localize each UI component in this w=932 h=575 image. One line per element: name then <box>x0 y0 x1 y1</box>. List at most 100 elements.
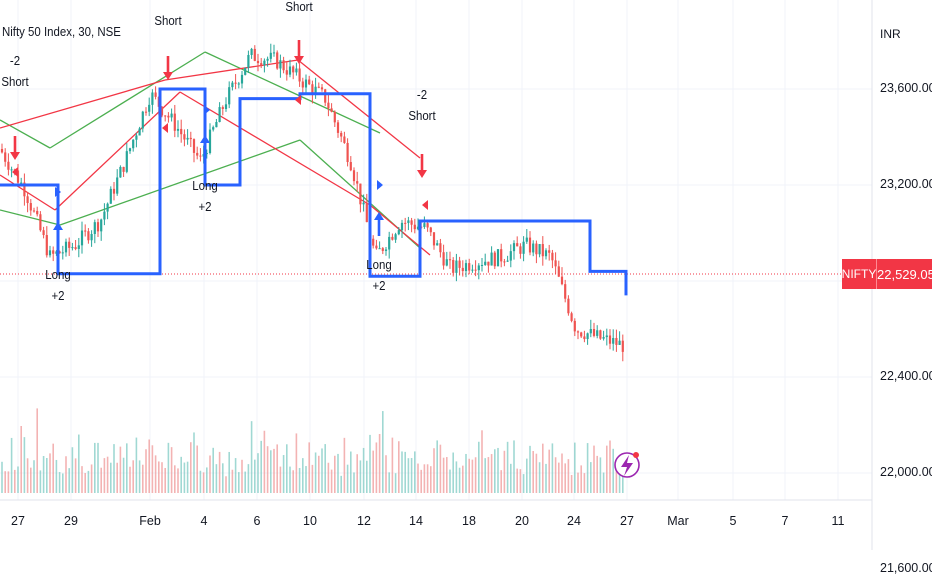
signal-label-short: -2 Short <box>408 84 435 126</box>
candle-body <box>621 340 624 352</box>
candle-body <box>189 137 192 140</box>
volume-bar <box>113 444 115 493</box>
stop-line <box>0 87 628 296</box>
x-tick-label: Mar <box>667 514 689 528</box>
volume-bar <box>583 473 586 493</box>
candle-body <box>132 139 135 149</box>
volume-bar <box>270 450 272 493</box>
volume-bar <box>471 459 474 493</box>
candle-body <box>320 87 324 90</box>
volume-bar <box>314 452 317 493</box>
candle-body <box>487 261 490 266</box>
candle-body <box>416 226 420 230</box>
short-arrow-head <box>294 56 304 64</box>
volume-bar <box>423 464 426 493</box>
candle-body <box>80 230 84 246</box>
volume-bar <box>519 469 522 493</box>
long-arrow-head <box>374 212 384 220</box>
candle-body <box>314 86 317 95</box>
candle-body <box>548 250 551 253</box>
candle-body <box>564 284 567 299</box>
volume-bar <box>142 464 144 493</box>
volume-bar <box>116 462 118 493</box>
candle-body <box>432 232 436 246</box>
volume-bar <box>302 458 304 493</box>
candle-body <box>544 250 548 257</box>
candle-body <box>253 48 256 61</box>
candle-body <box>263 60 266 66</box>
candle-body <box>298 68 301 82</box>
candle-body <box>231 82 234 88</box>
volume-bar <box>590 462 592 493</box>
candle-body <box>512 243 516 252</box>
candle-body <box>596 330 599 336</box>
candle-body <box>282 60 285 71</box>
candle-body <box>560 276 564 285</box>
candle-body <box>100 219 103 232</box>
volume-bar <box>439 444 442 493</box>
volume-bar <box>394 473 397 493</box>
volume-bar <box>545 463 547 493</box>
candle-body <box>23 182 26 197</box>
volume-bar <box>241 459 243 493</box>
volume-bar <box>238 472 240 493</box>
candle-body <box>439 243 442 253</box>
candle-body <box>138 128 141 136</box>
volume-bar <box>148 439 150 493</box>
volume-bar <box>62 473 64 493</box>
volume-bar <box>369 434 371 493</box>
long-arrow-head <box>53 222 63 230</box>
candle-body <box>164 115 167 117</box>
candle-body <box>413 224 416 230</box>
candle-body <box>173 113 176 131</box>
candle-body <box>404 222 407 224</box>
volume-bar <box>567 459 570 493</box>
candle-body <box>116 177 119 194</box>
volume-bar <box>164 467 166 493</box>
volume-bar <box>84 473 86 493</box>
candle-body <box>48 250 52 256</box>
candle-body <box>349 162 352 171</box>
volume-bar <box>455 461 458 493</box>
candle-body <box>535 243 538 255</box>
green-channel-line <box>299 95 381 134</box>
volume-bar <box>257 453 259 493</box>
volume-bar <box>170 447 173 493</box>
candle-body <box>167 115 170 118</box>
candle-body <box>458 260 461 268</box>
candle-body <box>375 245 378 249</box>
x-tick-label: 18 <box>462 514 476 528</box>
volume-bar <box>516 468 518 493</box>
candle-body <box>288 66 292 75</box>
volume-bar <box>151 445 154 493</box>
volume-bar <box>468 458 470 493</box>
candle-body <box>583 336 586 340</box>
volume-bar <box>129 466 131 493</box>
candle-body <box>608 335 612 344</box>
candle-body <box>160 106 164 116</box>
signal-label-long: Long +2 <box>192 175 217 217</box>
candle-body <box>445 259 448 266</box>
volume-bar <box>318 455 320 493</box>
candle-body <box>576 331 580 333</box>
volume-bar <box>1 461 3 493</box>
candle-body <box>570 313 573 321</box>
volume-bar <box>33 460 35 493</box>
signal-count: -2 <box>416 87 428 102</box>
candle-body <box>503 261 506 263</box>
candle-body <box>154 92 157 97</box>
volume-bar <box>586 443 589 493</box>
candle-body <box>196 152 199 156</box>
price-tag-symbol: NIFTY <box>842 259 876 289</box>
volume-bar <box>289 466 291 493</box>
volume-bar <box>190 442 192 493</box>
candle-body <box>615 338 618 345</box>
last-price-tag: NIFTY 22,529.05 <box>842 259 932 289</box>
chart-canvas[interactable] <box>0 0 932 550</box>
volume-bar <box>202 472 205 493</box>
volume-bar <box>177 468 179 493</box>
volume-bar <box>366 460 368 493</box>
volume-bar <box>602 472 605 493</box>
volume-bar <box>510 463 512 493</box>
currency-label[interactable]: INR <box>880 27 901 41</box>
